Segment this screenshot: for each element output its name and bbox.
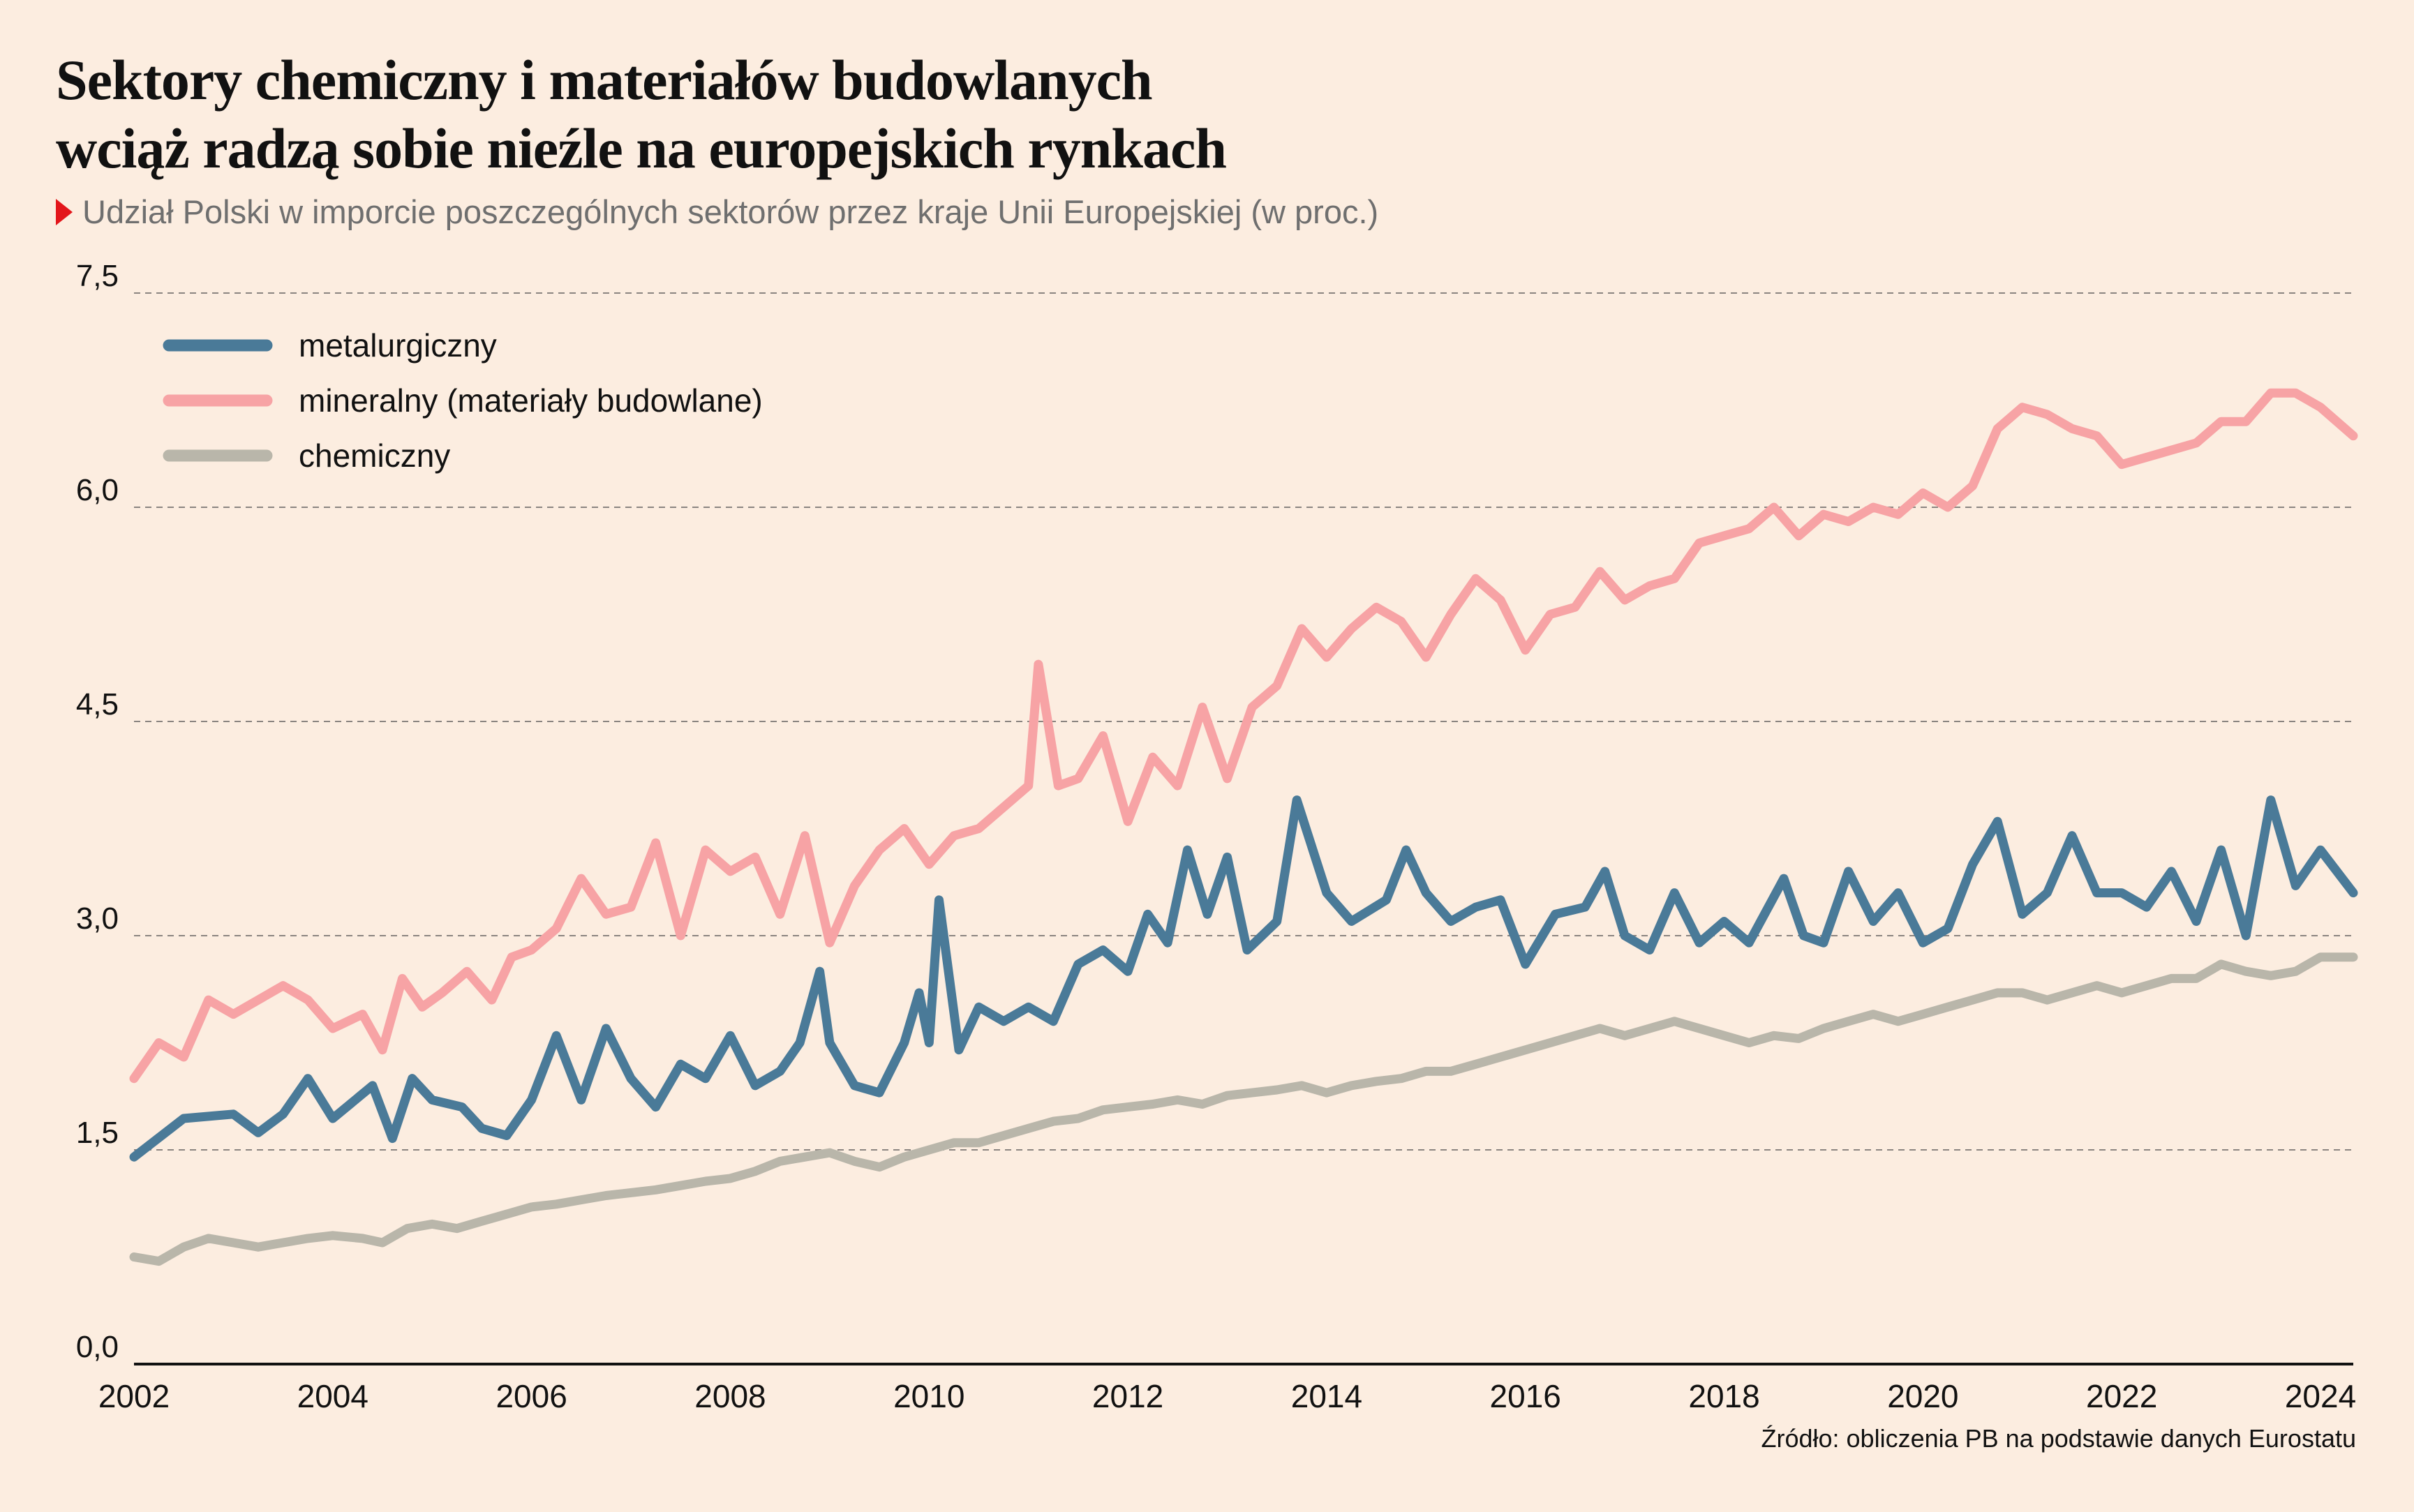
triangle-marker-icon: [56, 198, 73, 225]
series-lines: [129, 388, 2358, 1266]
y-tick-label: 7,5: [76, 259, 119, 293]
legend: metalurgiczny mineralny (materiały budowl…: [163, 327, 763, 474]
x-axis-labels: 2002 2004 2006 2008 2010 2012 2014 2016 2018 2020…: [98, 1378, 2356, 1414]
y-axis-labels: 0,0 1,5 3,0 4,5 6,0 7,5: [76, 259, 119, 1364]
x-tick-label: 2012: [1092, 1378, 1163, 1414]
series-line-metalurgiczny: [129, 795, 2358, 1162]
chart-title-line-1: Sektory chemiczny i materiałów budowlany…: [56, 48, 1153, 112]
x-tick-label: 2024: [2285, 1378, 2356, 1414]
y-tick-label: 0,0: [76, 1330, 119, 1364]
y-tick-label: 1,5: [76, 1116, 119, 1150]
x-tick-label: 2016: [1490, 1378, 1561, 1414]
x-tick-label: 2018: [1688, 1378, 1759, 1414]
x-tick-label: 2006: [496, 1378, 567, 1414]
chart-title: Sektory chemiczny i materiałów budowlany…: [56, 46, 1731, 183]
legend-label: chemiczny: [299, 437, 450, 474]
y-tick-label: 6,0: [76, 473, 119, 507]
legend-label: mineralny (materiały budowlane): [299, 382, 763, 419]
y-tick-label: 3,0: [76, 901, 119, 936]
chart-subtitle: Udział Polski w imporcie poszczególnych …: [56, 190, 1378, 234]
x-tick-label: 2004: [297, 1378, 368, 1414]
chart-subtitle-text: Udział Polski w imporcie poszczególnych …: [82, 193, 1379, 230]
x-tick-label: 2022: [2086, 1378, 2157, 1414]
series-line-chemiczny: [129, 952, 2358, 1266]
x-tick-label: 2002: [98, 1378, 170, 1414]
x-tick-label: 2010: [893, 1378, 964, 1414]
y-tick-label: 4,5: [76, 687, 119, 721]
x-tick-label: 2020: [1887, 1378, 1958, 1414]
legend-label: metalurgiczny: [299, 327, 497, 364]
source-note: Źródło: obliczenia PB na podstawie danyc…: [1761, 1424, 2356, 1453]
x-tick-label: 2008: [694, 1378, 766, 1414]
x-tick-label: 2014: [1291, 1378, 1362, 1414]
series-line-mineralny: [129, 388, 2358, 1084]
chart-title-line-2: wciąż radzą sobie nieźle na europejskich…: [56, 117, 1227, 180]
